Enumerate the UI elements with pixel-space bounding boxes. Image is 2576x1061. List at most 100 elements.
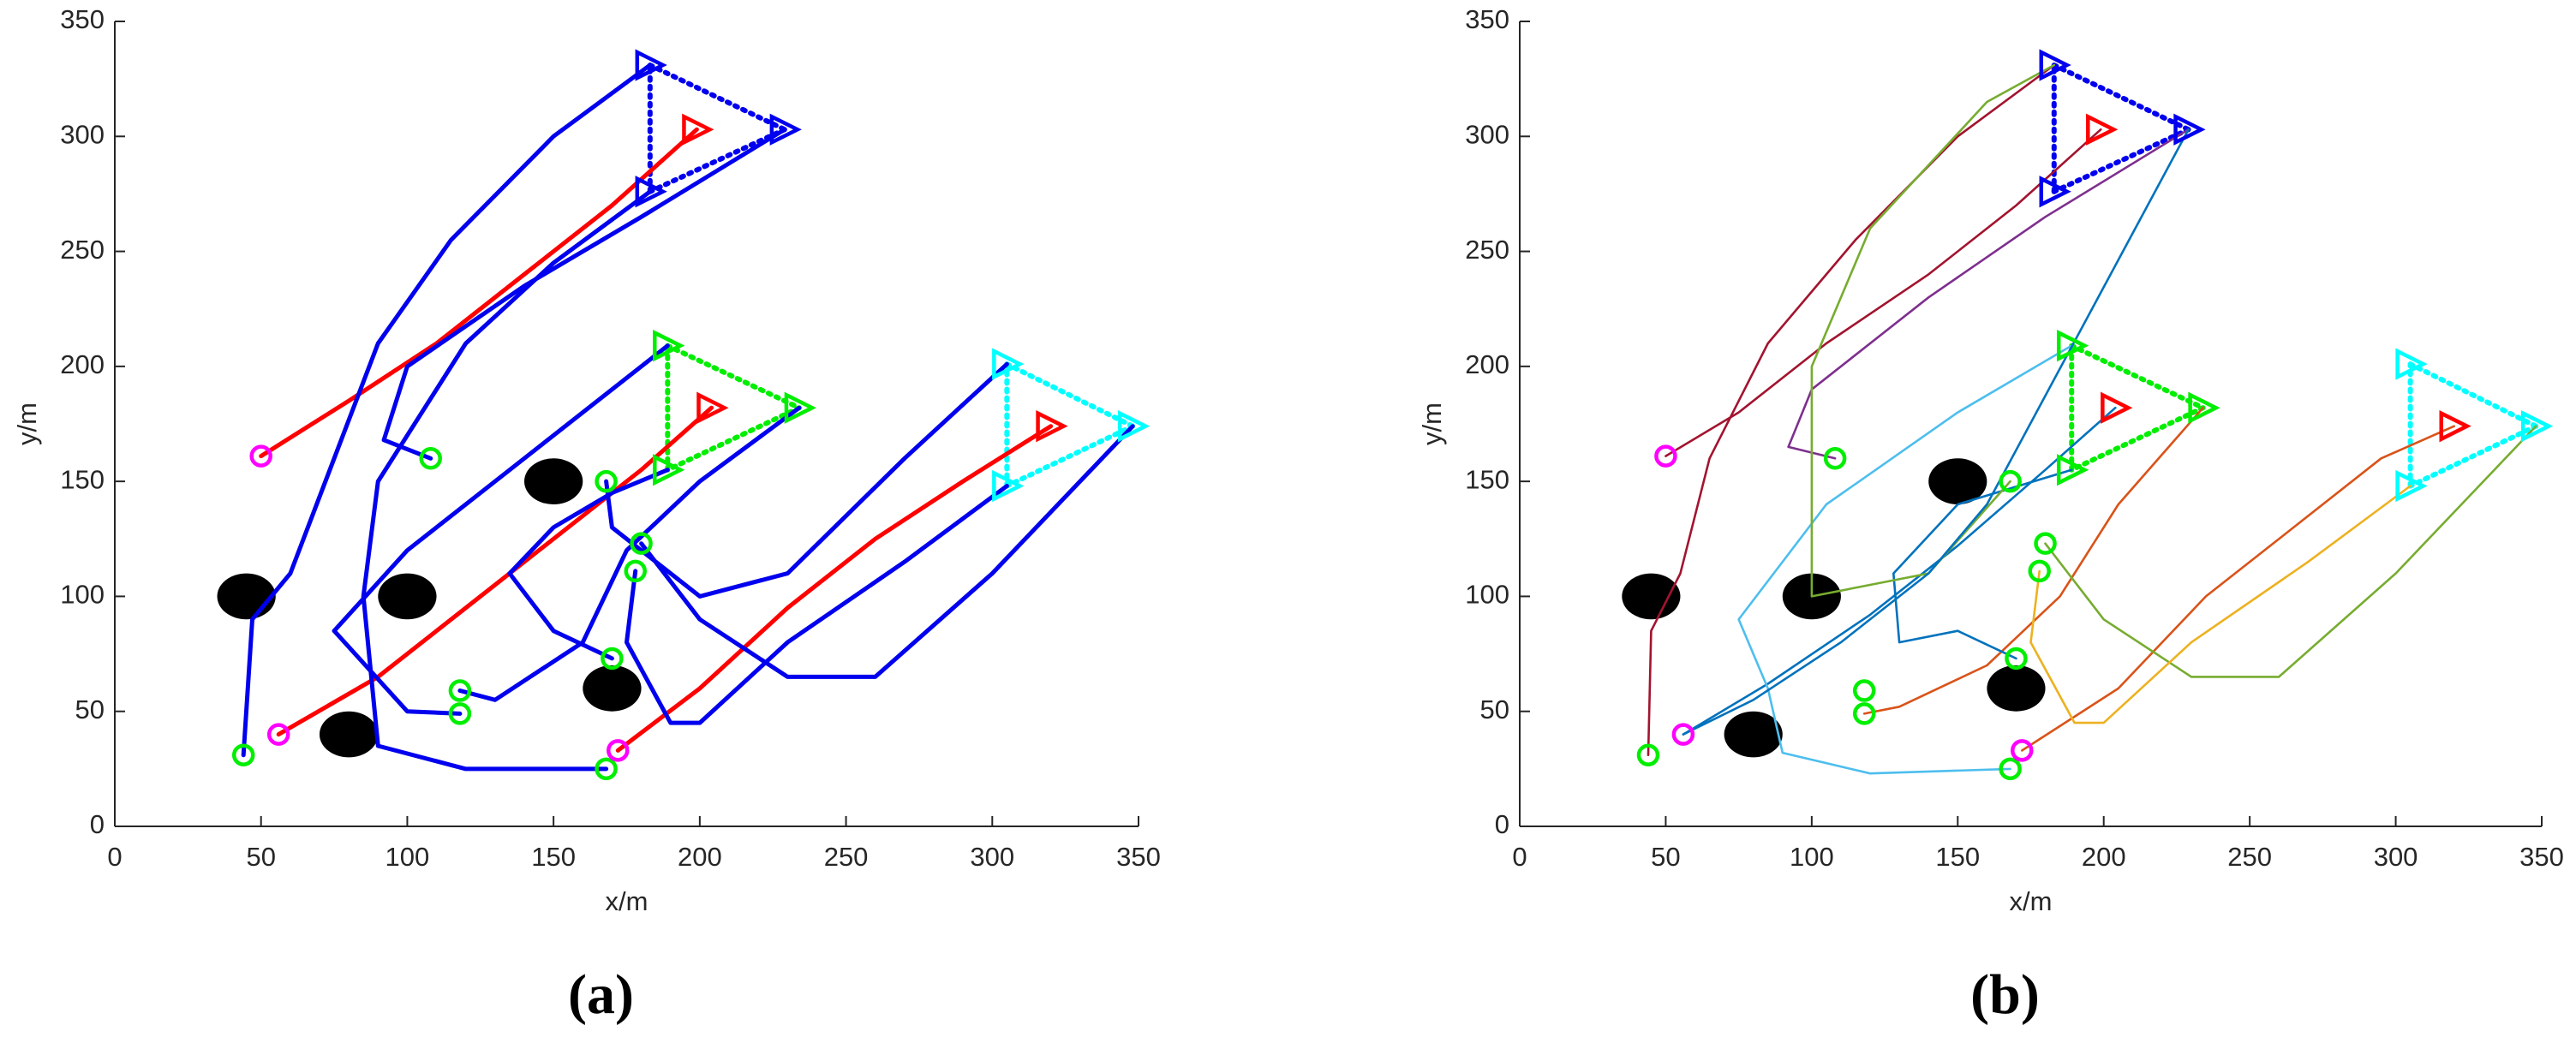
formation-target — [635, 49, 667, 81]
x-tick-label: 200 — [678, 842, 722, 872]
y-axis-label: y/m — [12, 402, 42, 445]
x-tick-label: 300 — [2374, 842, 2418, 872]
leader-target — [2101, 391, 2133, 424]
start-point — [1671, 723, 1695, 746]
formation-target — [2520, 410, 2554, 443]
formation-edge — [2069, 405, 2206, 473]
x-axis-label: x/m — [2010, 886, 2053, 916]
y-tick-label: 350 — [60, 4, 105, 34]
trajectory — [604, 361, 1009, 599]
y-tick-label: 200 — [60, 349, 105, 379]
trajectory — [457, 405, 802, 702]
formation-target — [784, 391, 816, 424]
obstacle — [320, 711, 379, 758]
x-tick-label: 350 — [1116, 842, 1161, 872]
trajectory — [1862, 406, 2204, 715]
x-tick-label: 150 — [1935, 842, 1980, 872]
formation-edge — [1004, 423, 1136, 489]
x-tick-label: 0 — [107, 842, 122, 872]
start-point — [624, 559, 647, 583]
obstacle — [1987, 665, 2046, 712]
formation-edge — [2051, 127, 2191, 194]
formation-edge — [2407, 423, 2539, 489]
start-point — [630, 532, 653, 555]
formation-target — [2039, 49, 2071, 81]
formation-edge — [647, 63, 787, 133]
start-point — [448, 679, 472, 702]
formation-target — [653, 454, 685, 486]
formation-target — [992, 348, 1025, 380]
y-tick-label: 150 — [1465, 464, 1509, 494]
x-tick-label: 150 — [531, 842, 576, 872]
formation-edge — [665, 405, 802, 473]
y-tick-label: 300 — [1465, 119, 1509, 149]
trajectory — [1665, 128, 2102, 457]
x-tick-label: 350 — [2519, 842, 2564, 872]
y-axis-label: y/m — [1417, 402, 1447, 445]
formation-target — [769, 113, 802, 146]
x-tick-label: 250 — [2227, 842, 2272, 872]
caption: (a) — [568, 963, 634, 1026]
formation-target — [1117, 410, 1151, 443]
formation-target — [2056, 454, 2089, 486]
y-tick-label: 100 — [1465, 580, 1509, 610]
x-tick-label: 50 — [246, 842, 275, 872]
caption: (b) — [1970, 963, 2040, 1026]
start-point — [1999, 757, 2022, 781]
trajectory — [615, 424, 1054, 753]
start-point — [2011, 739, 2034, 762]
y-tick-label: 250 — [60, 235, 105, 265]
start-point — [595, 757, 618, 781]
trajectory — [259, 127, 699, 459]
formation-target — [653, 330, 685, 362]
obstacle — [1928, 458, 1987, 505]
x-tick-label: 250 — [824, 842, 869, 872]
leader-target — [2439, 410, 2471, 443]
formation-edge — [665, 343, 802, 411]
y-tick-label: 0 — [90, 809, 105, 839]
trajectory — [1892, 468, 2073, 660]
trajectory — [241, 63, 653, 758]
trajectory — [1810, 63, 2056, 598]
y-tick-label: 50 — [1480, 694, 1509, 724]
y-tick-label: 100 — [60, 580, 105, 610]
start-point — [1654, 444, 1677, 468]
plot: 0 50 100 150 200 250 300 350 0 50 100 150 200 250 300 3… — [1417, 4, 2564, 1026]
leader-target — [1036, 410, 1068, 443]
trajectory — [2044, 425, 2537, 678]
trajectory — [639, 424, 1135, 679]
plot: 0 50 100 150 200 250 300 350 0 50 100 150 200 250 300 3… — [12, 4, 1161, 1026]
obstacle — [217, 573, 276, 620]
y-tick-label: 50 — [75, 694, 105, 724]
start-point — [2034, 532, 2057, 555]
start-point — [607, 739, 630, 762]
start-point — [2028, 559, 2051, 583]
obstacle — [1724, 711, 1783, 758]
formation-target — [2039, 176, 2071, 208]
y-tick-label: 150 — [60, 464, 105, 494]
trajectory — [1647, 63, 2056, 756]
start-point — [595, 469, 618, 493]
start-point — [249, 444, 272, 468]
y-tick-label: 200 — [1465, 349, 1509, 379]
start-point — [1999, 469, 2022, 493]
trajectory — [625, 484, 1009, 725]
x-tick-label: 100 — [1790, 842, 1834, 872]
start-point — [266, 723, 290, 746]
formation-edge — [1004, 361, 1136, 429]
trajectory — [332, 343, 670, 716]
y-tick-label: 250 — [1465, 235, 1509, 265]
leader-target — [696, 391, 729, 424]
start-point — [448, 702, 472, 725]
formation-target — [2395, 348, 2428, 380]
x-tick-label: 0 — [1512, 842, 1527, 872]
leader-target — [2086, 113, 2119, 146]
trajectory — [2029, 485, 2412, 724]
obstacle — [1622, 573, 1681, 620]
formation-edge — [2407, 361, 2539, 429]
formation-target — [2173, 113, 2206, 146]
start-point — [419, 447, 442, 470]
x-tick-label: 300 — [970, 842, 1014, 872]
trajectory — [1682, 128, 2190, 736]
start-point — [1636, 743, 1660, 766]
